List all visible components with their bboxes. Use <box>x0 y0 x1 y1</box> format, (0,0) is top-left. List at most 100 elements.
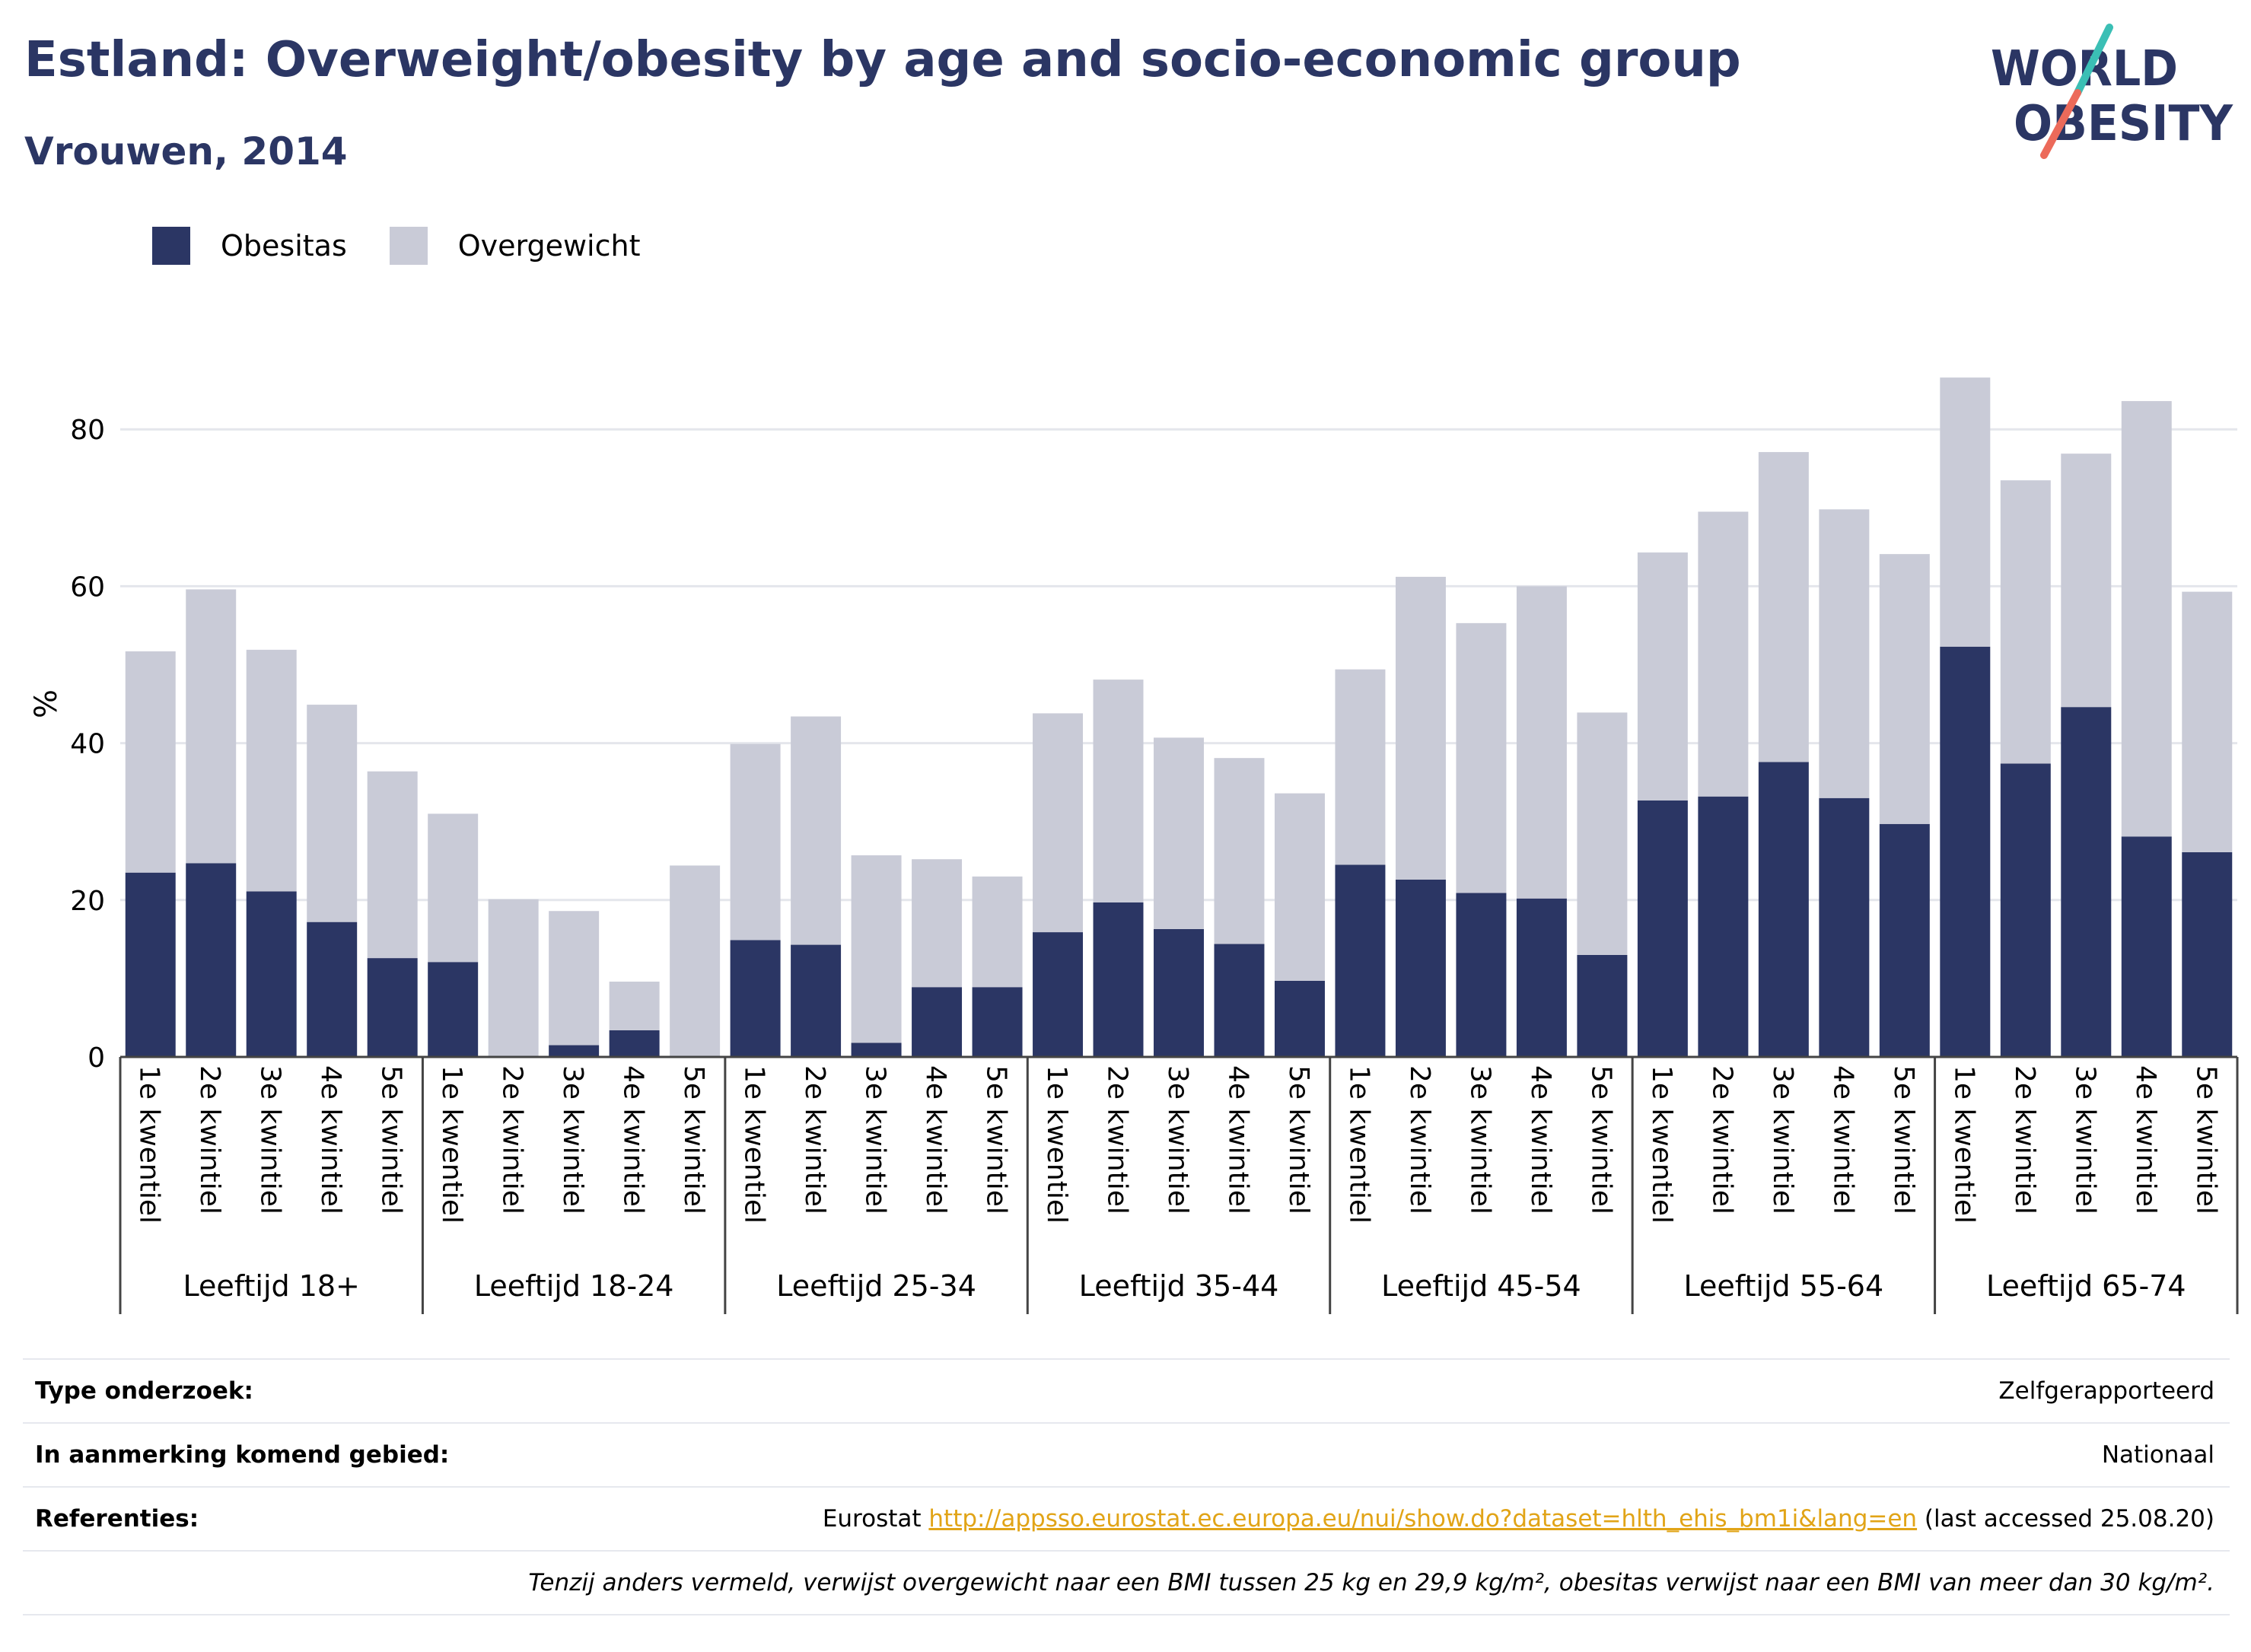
bar-obesitas-g7-c3 <box>2061 707 2112 1057</box>
survey-type-label: Type onderzoek: <box>35 1377 253 1405</box>
bar-overgewicht-g2-c1 <box>428 813 479 963</box>
definition-note: Tenzij anders vermeld, verwijst overgewi… <box>528 1569 2214 1596</box>
legend-item-overgewicht: Overgewicht <box>389 227 641 265</box>
bar-overgewicht-g3-c4 <box>912 859 963 988</box>
bar-overgewicht-g2-c3 <box>549 911 600 1046</box>
x-tick-label-g6-c2: 2e kwintiel <box>1706 1065 1737 1214</box>
x-tick-label-g2-c1: 1e kwentiel <box>436 1065 467 1224</box>
x-tick-label-g2-c4: 4e kwintiel <box>618 1065 649 1214</box>
x-tick-label-g1-c4: 4e kwintiel <box>315 1065 346 1214</box>
bar-obesitas-g5-c4 <box>1516 898 1567 1057</box>
bar-obesitas-g1-c2 <box>186 863 237 1057</box>
logo-text-world: WORLD <box>1991 41 2178 97</box>
bar-obesitas-g2-c4 <box>609 1030 660 1057</box>
bar-obesitas-g7-c5 <box>2182 851 2233 1057</box>
bar-obesitas-g6-c2 <box>1698 796 1749 1057</box>
bar-obesitas-g5-c3 <box>1456 893 1507 1057</box>
bar-obesitas-g7-c2 <box>2000 763 2051 1057</box>
bar-obesitas-g4-c5 <box>1274 980 1325 1057</box>
info-row-area: In aanmerking komend gebied: Nationaal <box>23 1422 2230 1486</box>
bar-obesitas-g5-c1 <box>1335 864 1386 1057</box>
y-tick-label-80: 80 <box>70 415 105 446</box>
legend-swatch-overgewicht <box>389 227 428 265</box>
x-tick-label-g2-c3: 3e kwintiel <box>557 1065 588 1214</box>
legend-item-obesitas: Obesitas <box>152 227 347 265</box>
bar-overgewicht-g7-c4 <box>2121 401 2172 837</box>
bar-overgewicht-g1-c5 <box>367 771 418 959</box>
bar-overgewicht-g4-c4 <box>1214 758 1265 944</box>
bar-obesitas-g3-c5 <box>972 987 1023 1057</box>
bar-obesitas-g6-c1 <box>1637 800 1688 1057</box>
x-tick-label-g2-c2: 2e kwintiel <box>497 1065 528 1214</box>
x-tick-label-g3-c2: 2e kwintiel <box>799 1065 830 1214</box>
bar-overgewicht-g6-c1 <box>1637 552 1688 801</box>
x-tick-label-g4-c5: 5e kwintiel <box>1283 1065 1314 1214</box>
group-label-2: Leeftijd 18-24 <box>474 1269 674 1303</box>
group-label-3: Leeftijd 25-34 <box>776 1269 976 1303</box>
group-label-4: Leeftijd 35-44 <box>1079 1269 1279 1303</box>
bar-obesitas-g6-c4 <box>1819 797 1870 1057</box>
logo-slash-teal <box>2074 24 2113 97</box>
bar-overgewicht-g7-c5 <box>2182 591 2233 852</box>
legend-swatch-obesitas <box>152 227 190 265</box>
bar-overgewicht-g6-c5 <box>1879 554 1930 824</box>
bar-obesitas-g7-c4 <box>2121 836 2172 1057</box>
bar-overgewicht-g6-c3 <box>1758 452 1809 762</box>
bar-obesitas-g4-c4 <box>1214 944 1265 1057</box>
x-tick-label-g1-c1: 1e kwentiel <box>134 1065 165 1224</box>
bar-obesitas-g5-c2 <box>1395 879 1446 1057</box>
references-prefix: Eurostat <box>822 1505 929 1533</box>
bar-obesitas-g1-c3 <box>246 891 297 1057</box>
group-label-5: Leeftijd 45-54 <box>1381 1269 1581 1303</box>
info-table: Type onderzoek: Zelfgerapporteerd In aan… <box>23 1358 2230 1615</box>
x-tick-label-g1-c3: 3e kwintiel <box>255 1065 286 1214</box>
bar-overgewicht-g7-c3 <box>2061 454 2112 708</box>
bar-obesitas-g6-c3 <box>1758 762 1809 1057</box>
x-tick-label-g7-c1: 1e kwentiel <box>1948 1065 1979 1224</box>
chart-legend: Obesitas Overgewicht <box>152 225 683 266</box>
bar-obesitas-g4-c3 <box>1154 928 1204 1057</box>
y-axis-label: % <box>29 689 64 718</box>
bar-obesitas-g1-c5 <box>367 958 418 1057</box>
y-tick-label-60: 60 <box>70 571 105 603</box>
bar-overgewicht-g3-c3 <box>851 855 902 1043</box>
y-tick-label-20: 20 <box>70 886 105 917</box>
logo-slash-coral <box>2040 89 2081 159</box>
bar-obesitas-g2-c3 <box>549 1045 600 1057</box>
bar-overgewicht-g5-c4 <box>1516 586 1567 899</box>
group-label-1: Leeftijd 18+ <box>183 1269 360 1303</box>
bar-overgewicht-g3-c2 <box>791 716 842 945</box>
bar-obesitas-g4-c1 <box>1033 932 1084 1057</box>
references-value: Eurostat http://appsso.eurostat.ec.europ… <box>823 1505 2230 1533</box>
references-link[interactable]: http://appsso.eurostat.ec.europa.eu/nui/… <box>928 1505 1918 1533</box>
x-tick-label-g5-c4: 4e kwintiel <box>1525 1065 1556 1214</box>
bar-overgewicht-g1-c2 <box>186 589 237 864</box>
x-tick-label-g4-c2: 2e kwintiel <box>1102 1065 1133 1214</box>
y-tick-label-40: 40 <box>70 729 105 760</box>
x-tick-label-g5-c2: 2e kwintiel <box>1404 1065 1435 1214</box>
bar-overgewicht-g7-c2 <box>2000 480 2051 764</box>
survey-type-value: Zelfgerapporteerd <box>1998 1377 2214 1405</box>
bar-obesitas-g1-c4 <box>307 921 358 1057</box>
bar-obesitas-g6-c5 <box>1879 823 1930 1057</box>
bar-obesitas-g3-c2 <box>791 944 842 1057</box>
x-tick-label-g5-c3: 3e kwintiel <box>1464 1065 1495 1214</box>
area-label: In aanmerking komend gebied: <box>35 1441 450 1469</box>
bar-overgewicht-g3-c5 <box>972 876 1023 988</box>
x-tick-label-g2-c5: 5e kwintiel <box>678 1065 709 1214</box>
x-tick-label-g1-c5: 5e kwintiel <box>376 1065 407 1214</box>
bar-overgewicht-g3-c1 <box>730 743 781 941</box>
stacked-bar-chart: 0 20 40 60 80% 1e kwentiel 2e kwintiel 3e kwint… <box>29 377 2239 1314</box>
legend-label-obesitas: Obesitas <box>221 229 347 263</box>
bar-overgewicht-g6-c2 <box>1698 511 1749 797</box>
x-tick-label-g6-c1: 1e kwentiel <box>1646 1065 1677 1224</box>
bar-obesitas-g5-c5 <box>1577 954 1628 1057</box>
bar-obesitas-g4-c2 <box>1093 902 1144 1057</box>
x-tick-label-g5-c5: 5e kwintiel <box>1585 1065 1616 1214</box>
x-tick-label-g5-c1: 1e kwentiel <box>1343 1065 1374 1224</box>
x-tick-label-g6-c5: 5e kwintiel <box>1888 1065 1919 1214</box>
bar-obesitas-g3-c1 <box>730 940 781 1057</box>
bar-overgewicht-g5-c3 <box>1456 622 1507 893</box>
legend-label-overgewicht: Overgewicht <box>457 229 641 263</box>
bar-overgewicht-g4-c2 <box>1093 680 1144 902</box>
